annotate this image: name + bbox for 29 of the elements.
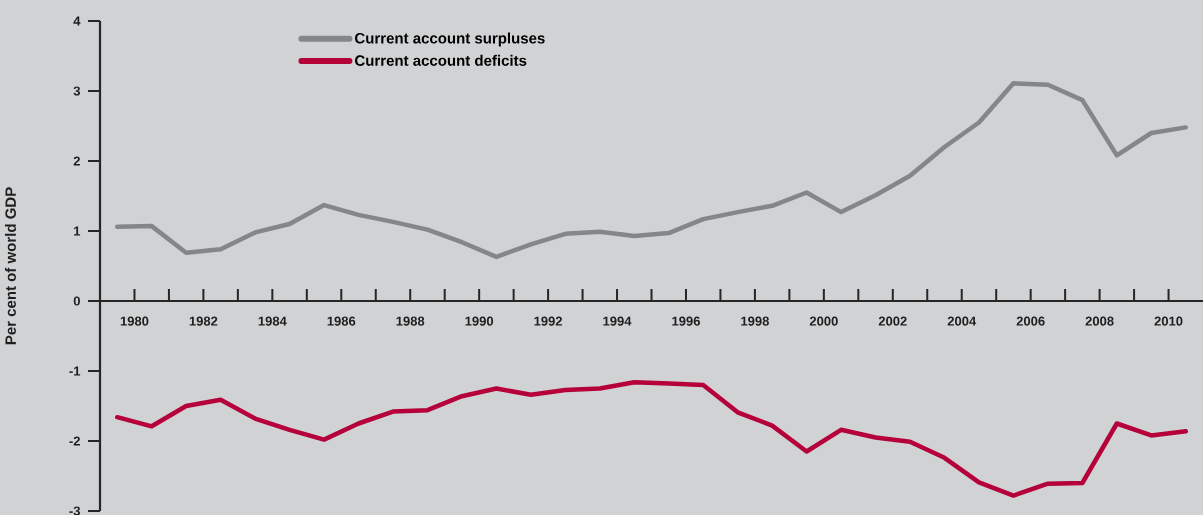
x-tick-label: 1982 xyxy=(189,316,218,326)
x-tick-label: 1984 xyxy=(258,316,287,326)
line-series xyxy=(114,379,1189,498)
x-tick-label: 2006 xyxy=(1016,316,1045,326)
x-tick-label: 2010 xyxy=(1154,316,1183,326)
x-tick-label: 1996 xyxy=(672,316,700,326)
x-tick-label: 1980 xyxy=(120,316,149,326)
x-tick-label: 1992 xyxy=(534,316,563,326)
x-tick-label: 1998 xyxy=(741,316,769,326)
x-tick-label: 1988 xyxy=(396,316,425,326)
line-series xyxy=(114,81,1189,260)
x-tick-label: 1986 xyxy=(327,316,356,326)
x-tick-label: 2000 xyxy=(809,316,838,326)
x-tick-label: 2008 xyxy=(1085,316,1114,326)
y-axis-title: Per cent of world GDP xyxy=(4,187,16,345)
legend-label: Current account deficits xyxy=(355,54,527,66)
y-tick-label: 2 xyxy=(73,156,80,166)
x-tick-label: 2002 xyxy=(878,316,907,326)
x-tick-label: 2004 xyxy=(947,316,977,326)
y-tick-label: -3 xyxy=(69,506,81,515)
y-tick-label: -2 xyxy=(69,436,80,446)
y-tick-label: -1 xyxy=(69,366,81,376)
y-tick-label: 1 xyxy=(74,226,81,236)
x-tick-label: 1994 xyxy=(603,316,632,326)
legend-label: Current account surpluses xyxy=(355,32,545,47)
x-tick-label: 1990 xyxy=(465,316,494,326)
y-tick-label: 4 xyxy=(73,16,81,26)
y-tick-label: 0 xyxy=(73,296,80,306)
y-tick-label: 3 xyxy=(73,86,81,96)
